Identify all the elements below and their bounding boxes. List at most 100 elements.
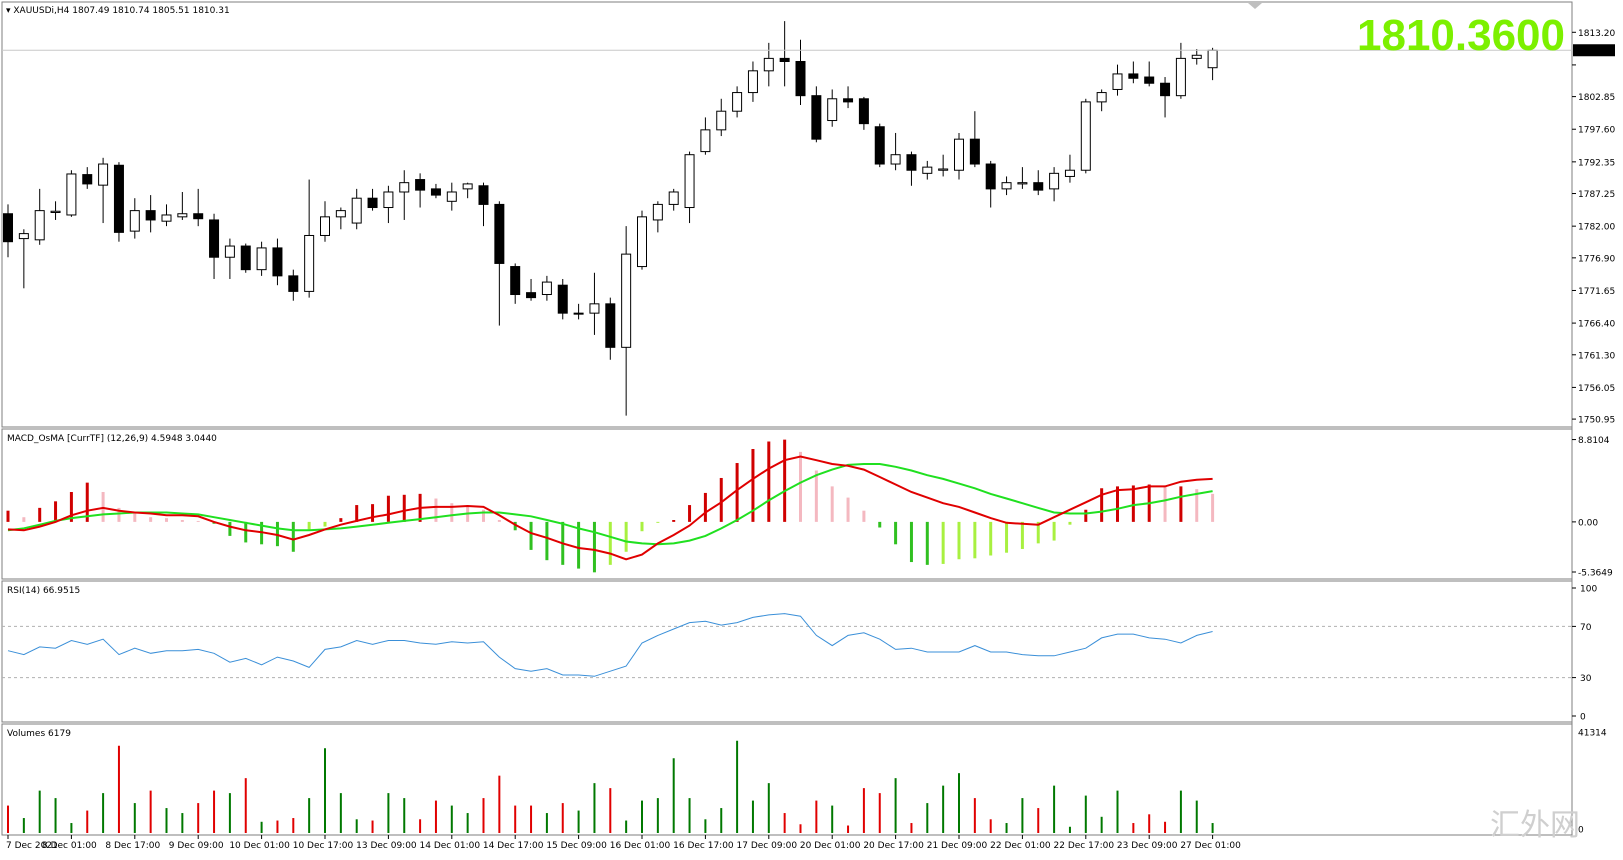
rsi-panel-header: RSI(14) 66.9515 <box>7 586 80 596</box>
candle-body[interactable] <box>256 247 267 271</box>
candle-body[interactable] <box>938 168 949 171</box>
rsi-axis-label: 100 <box>1580 585 1597 595</box>
candle-body[interactable] <box>526 292 537 299</box>
candle-body[interactable] <box>335 210 346 218</box>
volume-panel-frame[interactable] <box>1 723 1573 836</box>
time-axis-label: 14 Dec 01:00 <box>420 841 481 851</box>
time-axis-label: 16 Dec 01:00 <box>610 841 671 851</box>
candle-body[interactable] <box>272 247 283 277</box>
candle-body[interactable] <box>510 266 521 296</box>
candle-body[interactable] <box>1112 73 1123 90</box>
candle-body[interactable] <box>304 234 315 292</box>
candle-body[interactable] <box>113 164 124 233</box>
chart-shift-marker-icon[interactable] <box>1248 3 1262 9</box>
candle-body[interactable] <box>415 179 426 191</box>
candle-body[interactable] <box>668 191 679 205</box>
candle-body[interactable] <box>224 245 235 258</box>
candle-body[interactable] <box>557 284 568 314</box>
candle-body[interactable] <box>82 174 93 185</box>
candle-body[interactable] <box>1080 101 1091 171</box>
candle-body[interactable] <box>573 312 584 315</box>
candle-body[interactable] <box>351 197 362 224</box>
candle-body[interactable] <box>827 98 838 122</box>
candle-body[interactable] <box>98 163 109 186</box>
time-axis-label: 14 Dec 17:00 <box>483 841 544 851</box>
macd-panel-frame[interactable] <box>1 428 1573 580</box>
price-candles <box>2 21 1572 416</box>
macd-indicator <box>6 439 1215 573</box>
candle-body[interactable] <box>874 126 885 165</box>
candle-body[interactable] <box>732 92 743 112</box>
candle-body[interactable] <box>589 303 600 314</box>
current-price-tag-bg <box>1573 44 1615 57</box>
candle-body[interactable] <box>1033 182 1044 191</box>
candle-body[interactable] <box>3 213 13 243</box>
price-axis-label: 1813.20 <box>1578 29 1615 39</box>
candle-body[interactable] <box>1064 169 1075 177</box>
candle-body[interactable] <box>399 182 410 193</box>
candle-body[interactable] <box>779 57 790 62</box>
candle-body[interactable] <box>383 191 394 209</box>
price-axis-label: 1761.30 <box>1578 351 1615 361</box>
candle-body[interactable] <box>1049 172 1060 190</box>
candle-body[interactable] <box>652 203 663 221</box>
candle-body[interactable] <box>605 303 616 348</box>
candle-body[interactable] <box>367 197 378 209</box>
price-panel-frame[interactable] <box>1 1 1573 428</box>
time-axis-label: 9 Dec 09:00 <box>169 841 224 851</box>
candle-body[interactable] <box>763 57 774 72</box>
candle-body[interactable] <box>716 110 727 131</box>
candle-body[interactable] <box>66 173 77 216</box>
candle-body[interactable] <box>462 183 473 190</box>
time-axis-label: 16 Dec 17:00 <box>673 841 734 851</box>
rsi-panel-frame[interactable] <box>1 580 1573 723</box>
candle-body[interactable] <box>1175 57 1186 97</box>
candle-body[interactable] <box>747 70 758 94</box>
price-axis-label: 1802.85 <box>1578 93 1615 103</box>
candle-body[interactable] <box>969 138 980 165</box>
rsi-line <box>7 613 1213 677</box>
candle-body[interactable] <box>478 185 489 205</box>
candle-body[interactable] <box>954 138 964 171</box>
candle-body[interactable] <box>129 210 140 232</box>
candle-body[interactable] <box>858 98 869 125</box>
candle-body[interactable] <box>209 219 220 258</box>
candle-body[interactable] <box>430 188 441 196</box>
candle-body[interactable] <box>145 210 156 221</box>
candle-body[interactable] <box>240 245 251 271</box>
candle-body[interactable] <box>193 213 204 220</box>
candle-body[interactable] <box>34 210 45 241</box>
candle-body[interactable] <box>700 129 711 153</box>
candle-body[interactable] <box>161 214 172 222</box>
candle-body[interactable] <box>621 253 632 348</box>
candle-body[interactable] <box>494 203 505 264</box>
candle-body[interactable] <box>890 154 901 165</box>
price-axis-label: 1792.35 <box>1578 158 1615 168</box>
candle-body[interactable] <box>288 275 299 292</box>
candle-body[interactable] <box>906 154 917 171</box>
candle-body[interactable] <box>637 216 647 268</box>
candle-body[interactable] <box>1144 76 1155 84</box>
time-axis-label: 20 Dec 01:00 <box>800 841 861 851</box>
candle-body[interactable] <box>985 163 996 190</box>
candle-body[interactable] <box>1191 54 1202 59</box>
candle-body[interactable] <box>446 191 457 202</box>
candle-body[interactable] <box>843 98 854 103</box>
candle-body[interactable] <box>18 233 29 240</box>
candle-body[interactable] <box>541 281 552 296</box>
candle-body[interactable] <box>177 213 188 218</box>
price-axis-label: 1797.60 <box>1578 126 1615 136</box>
candle-body[interactable] <box>320 216 330 236</box>
candle-body[interactable] <box>1001 182 1012 190</box>
candle-body[interactable] <box>922 166 933 174</box>
candle-body[interactable] <box>1096 92 1107 103</box>
candle-body[interactable] <box>795 60 806 97</box>
candle-body[interactable] <box>1128 73 1139 79</box>
candle-body[interactable] <box>1160 82 1171 97</box>
candle-body[interactable] <box>684 154 695 209</box>
candle-body[interactable] <box>1207 49 1218 69</box>
candle-body[interactable] <box>1017 182 1028 185</box>
candle-body[interactable] <box>50 210 61 213</box>
candle-body[interactable] <box>811 95 822 140</box>
